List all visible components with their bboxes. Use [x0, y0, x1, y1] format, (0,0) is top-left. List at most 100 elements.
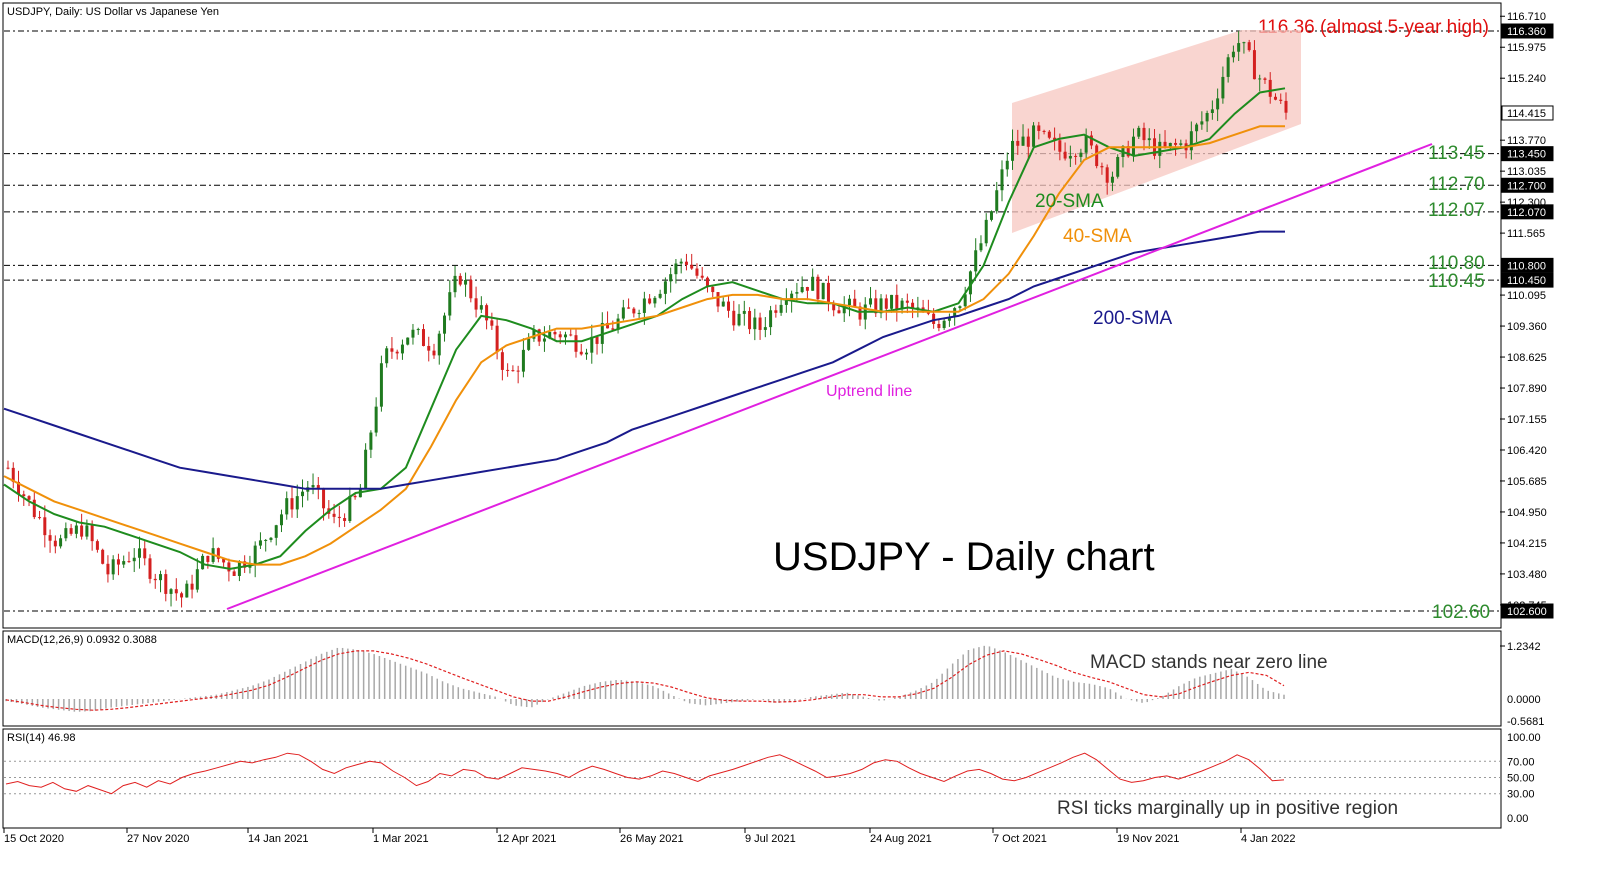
candle-body — [658, 293, 662, 298]
candle-body — [916, 307, 920, 309]
candle-body — [769, 310, 773, 328]
candle-body — [563, 334, 567, 338]
candle-body — [1147, 138, 1151, 141]
candle-body — [232, 571, 236, 576]
candle-body — [69, 528, 73, 534]
price-channel — [1012, 30, 1301, 233]
rsi-indicator: 100.00 70.00 50.00 30.00 0.00 — [4, 732, 1541, 825]
candle-body — [895, 294, 899, 310]
main-header: USDJPY, Daily: US Dollar vs Japanese Yen — [7, 6, 219, 18]
candle-body — [585, 352, 589, 355]
candle-body — [648, 298, 652, 304]
candle-body — [353, 495, 357, 498]
candle-body — [853, 298, 857, 307]
candle-body — [364, 449, 368, 489]
price-tick-label: 107.155 — [1507, 414, 1547, 426]
candle-body — [516, 370, 520, 372]
candle-body — [80, 525, 84, 537]
candle-body — [695, 268, 699, 276]
candle-body — [395, 351, 399, 354]
macd-annotation: MACD stands near zero line — [1090, 652, 1328, 673]
candle-body — [569, 334, 573, 336]
price-tick-label: 104.215 — [1507, 538, 1547, 550]
candle-body — [1216, 98, 1220, 110]
candle-body — [1063, 151, 1067, 159]
candle-body — [611, 328, 615, 330]
candle-body — [22, 494, 26, 497]
candle-body — [958, 306, 962, 309]
candle-body — [811, 276, 815, 291]
candle-body — [558, 334, 562, 338]
candle-body — [464, 279, 468, 285]
price-marker-box — [1501, 603, 1554, 619]
candle-body — [869, 298, 873, 305]
candle-body — [1231, 51, 1235, 58]
candle-body — [779, 304, 783, 313]
candle-body — [653, 297, 657, 304]
candle-body — [627, 307, 631, 309]
candle-body — [59, 538, 63, 547]
date-tick-label: 26 May 2021 — [620, 833, 684, 845]
chart-title: USDJPY - Daily chart — [773, 535, 1155, 579]
price-tick-label: 116.710 — [1507, 11, 1546, 23]
candle-body — [316, 485, 320, 489]
sma40-label: 40-SMA — [1063, 226, 1132, 247]
sma-line-20-sma — [3, 87, 1286, 570]
candle-body — [1252, 50, 1256, 80]
date-tick-label: 27 Nov 2020 — [127, 833, 189, 845]
candle-body — [311, 485, 315, 488]
candle-body — [6, 467, 10, 469]
candle-body — [511, 370, 515, 372]
price-tick-label: 110.095 — [1507, 290, 1546, 302]
candle-body — [1137, 127, 1141, 137]
candle-body — [495, 325, 499, 353]
candle-body — [716, 292, 720, 307]
candle-body — [790, 293, 794, 301]
candle-body — [374, 406, 378, 433]
candle-body — [1000, 169, 1004, 191]
candle-body — [621, 307, 625, 319]
candle-body — [1016, 140, 1020, 146]
macd-tick-label: 0.0000 — [1507, 694, 1541, 706]
candle-body — [90, 525, 94, 542]
candle-body — [821, 282, 825, 300]
main-panel-frame — [2, 2, 1502, 629]
price-marker-box — [1501, 204, 1554, 220]
candle-body — [390, 348, 394, 352]
candle-body — [900, 300, 904, 310]
candle-body — [264, 539, 268, 541]
macd-tick-label: -0.5681 — [1507, 716, 1544, 728]
candle-body — [43, 517, 47, 536]
candle-body — [879, 298, 883, 314]
level-label: 116.36 (almost 5-year high) — [1258, 17, 1489, 38]
candle-body — [674, 263, 678, 275]
candle-body — [301, 491, 305, 497]
candle-body — [1047, 131, 1051, 138]
price-marker-box — [1501, 257, 1554, 273]
candle-body — [127, 561, 131, 563]
candle-body — [469, 279, 473, 299]
candle-body — [1279, 99, 1283, 101]
candle-body — [1284, 100, 1288, 113]
date-axis: 15 Oct 2020 27 Nov 2020 14 Jan 2021 1 Mar 2… — [3, 828, 1295, 845]
candle-body — [400, 344, 404, 354]
candle-body — [727, 301, 731, 311]
candle-body — [968, 271, 972, 295]
candle-body — [937, 323, 941, 329]
level-label: 112.70 — [1428, 174, 1485, 195]
candle-body — [195, 569, 199, 590]
candle-body — [974, 250, 978, 272]
candle-body — [1089, 135, 1093, 146]
uptrend-line-layer — [226, 143, 1433, 610]
macd-indicator: 1.2342 0.0000 -0.5681 — [5, 641, 1544, 728]
candle-body — [669, 274, 673, 282]
candle-body — [1068, 155, 1072, 159]
candle-body — [159, 574, 163, 581]
price-marker-box — [1501, 146, 1554, 162]
candle-body — [832, 303, 836, 311]
horizontal-levels: 116.36 (almost 5-year high) 113.45 112.70 1… — [4, 17, 1500, 623]
date-tick-label: 7 Oct 2021 — [993, 833, 1047, 845]
date-tick-label: 12 Apr 2021 — [497, 833, 556, 845]
candle-body — [432, 350, 436, 356]
candle-body — [237, 561, 241, 576]
